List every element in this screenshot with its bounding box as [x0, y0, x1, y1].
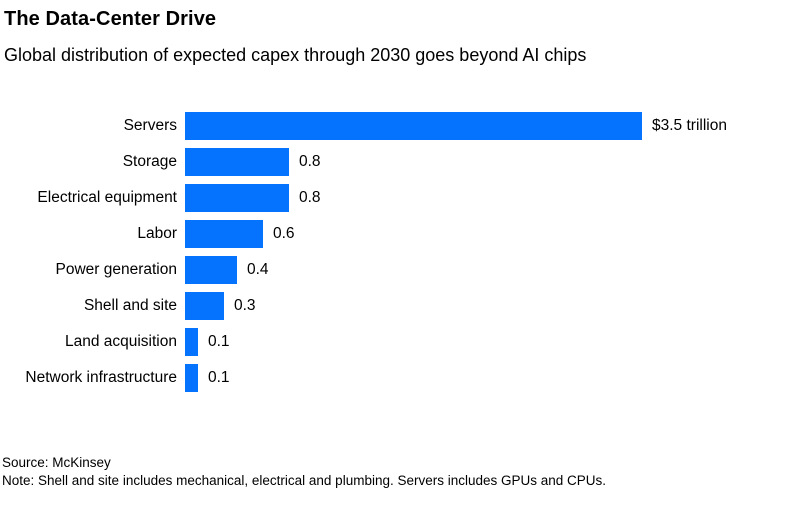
bar-row: Shell and site 0.3 — [0, 292, 799, 320]
bar-track: 0.8 — [185, 184, 799, 212]
bar-value-label: 0.3 — [234, 297, 256, 314]
bar-row: Labor 0.6 — [0, 220, 799, 248]
bar-value-label: 0.1 — [208, 333, 230, 350]
bar-track: 0.1 — [185, 364, 799, 392]
bar-track: $3.5 trillion — [185, 112, 799, 140]
bar-row: Electrical equipment 0.8 — [0, 184, 799, 212]
bar — [185, 112, 642, 140]
bar-category-label: Storage — [122, 153, 177, 170]
bar-track: 0.4 — [185, 256, 799, 284]
bar-track: 0.6 — [185, 220, 799, 248]
bar-value-label: 0.8 — [299, 153, 321, 170]
bar-category-label: Electrical equipment — [37, 189, 177, 206]
bar-category-label: Servers — [123, 117, 177, 134]
bar-chart: Servers $3.5 trillion Storage 0.8 Electr… — [0, 112, 799, 392]
bar-value-label: 0.6 — [273, 225, 295, 242]
source-note: Source: McKinsey — [2, 455, 111, 470]
bar-row: Land acquisition 0.1 — [0, 328, 799, 356]
chart-subtitle: Global distribution of expected capex th… — [4, 45, 587, 65]
bar-category-label: Labor — [137, 225, 177, 242]
bar-category-label: Land acquisition — [64, 333, 177, 350]
bar-row: Power generation 0.4 — [0, 256, 799, 284]
footnote: Note: Shell and site includes mechanical… — [2, 473, 607, 488]
chart-footer: Source: McKinsey Note: Shell and site in… — [2, 454, 606, 490]
bar-category-label: Shell and site — [83, 297, 177, 314]
bar-value-label: $3.5 trillion — [652, 117, 727, 134]
bar-track: 0.8 — [185, 148, 799, 176]
bar-row: Storage 0.8 — [0, 148, 799, 176]
bar — [185, 364, 198, 392]
bar — [185, 148, 289, 176]
bar-row: Servers $3.5 trillion — [0, 112, 799, 140]
bar-value-label: 0.1 — [208, 369, 230, 386]
bar-value-label: 0.8 — [299, 189, 321, 206]
bar — [185, 220, 263, 248]
bar — [185, 184, 289, 212]
bar — [185, 328, 198, 356]
page-title: The Data-Center Drive — [4, 8, 217, 30]
bar-category-label: Power generation — [55, 261, 178, 278]
chart-header: The Data-Center Drive Global distributio… — [0, 0, 799, 67]
bar-value-label: 0.4 — [247, 261, 269, 278]
bar-track: 0.1 — [185, 328, 799, 356]
bar-category-label: Network infrastructure — [25, 369, 177, 386]
bar — [185, 256, 237, 284]
bar — [185, 292, 224, 320]
bar-track: 0.3 — [185, 292, 799, 320]
bar-row: Network infrastructure 0.1 — [0, 364, 799, 392]
